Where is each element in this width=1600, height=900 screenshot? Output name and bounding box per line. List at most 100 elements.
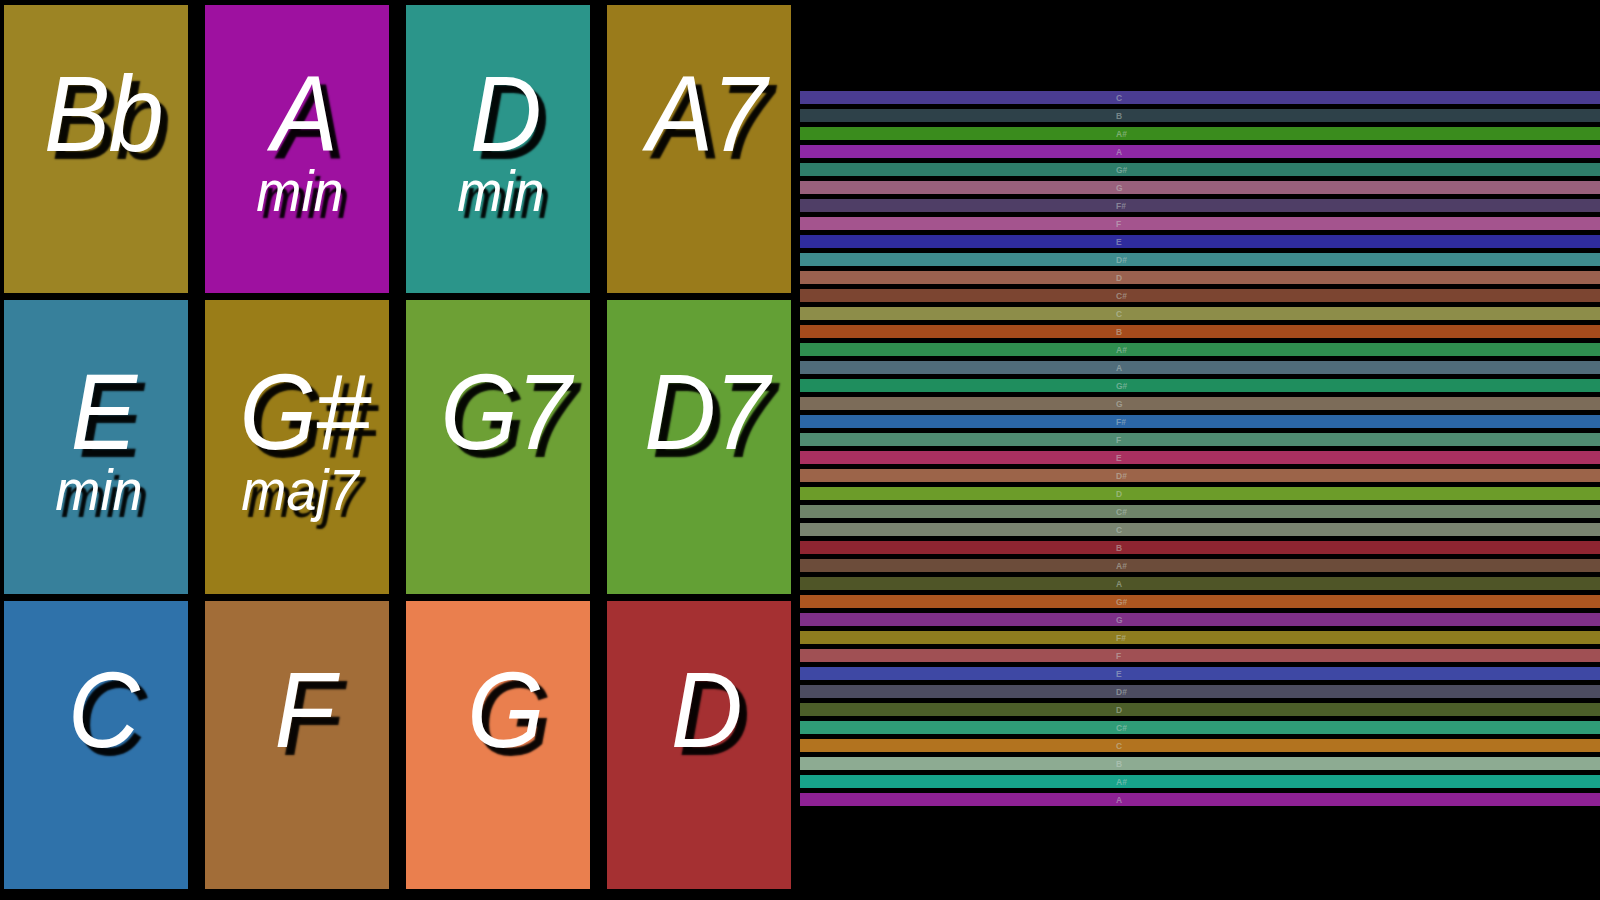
chord-pad-A7[interactable]: A7 <box>607 5 791 293</box>
note-lane-label: D# <box>1116 687 1127 696</box>
note-lane-C-0[interactable]: C <box>800 91 1600 104</box>
note-lane-label: C# <box>1116 723 1127 732</box>
note-lane-label: B <box>1116 327 1122 336</box>
chord-pad-Bb[interactable]: Bb <box>4 5 188 293</box>
note-lane-label: F# <box>1116 633 1126 642</box>
note-lane-label: B <box>1116 543 1122 552</box>
note-lane-Fs-30[interactable]: F# <box>800 631 1600 644</box>
note-lane-C-24[interactable]: C <box>800 523 1600 536</box>
note-lane-label: D <box>1116 273 1122 282</box>
chord-pad-label: A7 <box>628 60 784 168</box>
note-lane-G-5[interactable]: G <box>800 181 1600 194</box>
chord-pad-G7[interactable]: G7 <box>406 300 590 594</box>
note-lane-Gs-28[interactable]: G# <box>800 595 1600 608</box>
note-lane-label: E <box>1116 237 1122 246</box>
note-lane-E-20[interactable]: E <box>800 451 1600 464</box>
chord-pad-label: D <box>427 60 583 168</box>
note-lane-G-29[interactable]: G <box>800 613 1600 626</box>
note-lane-label: B <box>1116 759 1122 768</box>
note-lane-Ds-33[interactable]: D# <box>800 685 1600 698</box>
note-lane-Fs-18[interactable]: F# <box>800 415 1600 428</box>
note-lane-As-2[interactable]: A# <box>800 127 1600 140</box>
note-lane-label: B <box>1116 111 1122 120</box>
note-lane-label: F <box>1116 651 1121 660</box>
chord-pad-D[interactable]: D <box>607 601 791 889</box>
note-lane-A-15[interactable]: A <box>800 361 1600 374</box>
note-lane-F-19[interactable]: F <box>800 433 1600 446</box>
note-lane-label: F# <box>1116 417 1126 426</box>
note-lane-label: A <box>1116 795 1122 804</box>
note-lane-B-37[interactable]: B <box>800 757 1600 770</box>
note-lane-C-36[interactable]: C <box>800 739 1600 752</box>
chord-pad-D-min[interactable]: Dmin <box>406 5 590 293</box>
note-lane-D-34[interactable]: D <box>800 703 1600 716</box>
note-lane-As-14[interactable]: A# <box>800 343 1600 356</box>
note-lane-C-12[interactable]: C <box>800 307 1600 320</box>
note-lane-As-38[interactable]: A# <box>800 775 1600 788</box>
note-lane-Gs-4[interactable]: G# <box>800 163 1600 176</box>
chord-pad-label: D7 <box>628 358 784 466</box>
note-lane-label: G <box>1116 615 1123 624</box>
chord-pad-F[interactable]: F <box>205 601 389 889</box>
chord-pad-suffix: min <box>14 461 183 518</box>
note-lane-label: C <box>1116 525 1122 534</box>
note-lane-label: G <box>1116 183 1123 192</box>
note-lane-label: G# <box>1116 381 1127 390</box>
note-lane-E-8[interactable]: E <box>800 235 1600 248</box>
note-lane-F-7[interactable]: F <box>800 217 1600 230</box>
note-lane-label: D <box>1116 705 1122 714</box>
note-lane-B-25[interactable]: B <box>800 541 1600 554</box>
note-lane-B-1[interactable]: B <box>800 109 1600 122</box>
note-lane-label: A# <box>1116 129 1127 138</box>
note-lane-label: G <box>1116 399 1123 408</box>
note-lane-A-39[interactable]: A <box>800 793 1600 806</box>
note-lane-B-13[interactable]: B <box>800 325 1600 338</box>
chord-pad-E-min[interactable]: Emin <box>4 300 188 594</box>
note-lane-label: C# <box>1116 291 1127 300</box>
note-lane-Ds-9[interactable]: D# <box>800 253 1600 266</box>
chord-pad-suffix: min <box>416 162 585 219</box>
chord-pad-D7[interactable]: D7 <box>607 300 791 594</box>
note-lane-F-31[interactable]: F <box>800 649 1600 662</box>
chord-pad-suffix: min <box>215 162 384 219</box>
note-lane-label: A <box>1116 147 1122 156</box>
note-lane-label: G# <box>1116 165 1127 174</box>
chord-pad-suffix: maj7 <box>215 461 384 518</box>
note-lane-Fs-6[interactable]: F# <box>800 199 1600 212</box>
note-lane-A-27[interactable]: A <box>800 577 1600 590</box>
chord-pad-label: A <box>226 60 382 168</box>
note-lane-E-32[interactable]: E <box>800 667 1600 680</box>
chord-pad-A-min[interactable]: Amin <box>205 5 389 293</box>
chord-pad-G[interactable]: G <box>406 601 590 889</box>
chord-pad-label: G# <box>226 358 382 466</box>
note-lane-label: C <box>1116 741 1122 750</box>
note-lane-label: A <box>1116 363 1122 372</box>
note-lane-G-17[interactable]: G <box>800 397 1600 410</box>
chord-pad-Gs-maj7[interactable]: G#maj7 <box>205 300 389 594</box>
note-lane-Ds-21[interactable]: D# <box>800 469 1600 482</box>
chord-pad-label: F <box>226 656 382 764</box>
note-lane-label: F# <box>1116 201 1126 210</box>
note-lane-label: F <box>1116 219 1121 228</box>
note-lane-Cs-23[interactable]: C# <box>800 505 1600 518</box>
note-lane-A-3[interactable]: A <box>800 145 1600 158</box>
chord-pad-grid: BbAminDminA7EminG#maj7G7D7CFGD <box>4 5 791 889</box>
note-lane-As-26[interactable]: A# <box>800 559 1600 572</box>
chord-pad-label: G7 <box>427 358 583 466</box>
note-lane-label: G# <box>1116 597 1127 606</box>
note-lane-Cs-35[interactable]: C# <box>800 721 1600 734</box>
note-lane-label: C# <box>1116 507 1127 516</box>
note-lane-D-10[interactable]: D <box>800 271 1600 284</box>
note-lane-label: C <box>1116 309 1122 318</box>
chord-pad-C[interactable]: C <box>4 601 188 889</box>
note-lane-stack: CBA#AG#GF#FED#DC#CBA#AG#GF#FED#DC#CBA#AG… <box>800 91 1600 811</box>
note-lane-label: C <box>1116 93 1122 102</box>
note-lane-D-22[interactable]: D <box>800 487 1600 500</box>
note-lane-label: A# <box>1116 345 1127 354</box>
note-lane-label: F <box>1116 435 1121 444</box>
chord-pad-label: D <box>628 656 784 764</box>
note-lane-Gs-16[interactable]: G# <box>800 379 1600 392</box>
chord-pad-label: Bb <box>25 60 181 168</box>
note-lane-label: D# <box>1116 255 1127 264</box>
note-lane-Cs-11[interactable]: C# <box>800 289 1600 302</box>
